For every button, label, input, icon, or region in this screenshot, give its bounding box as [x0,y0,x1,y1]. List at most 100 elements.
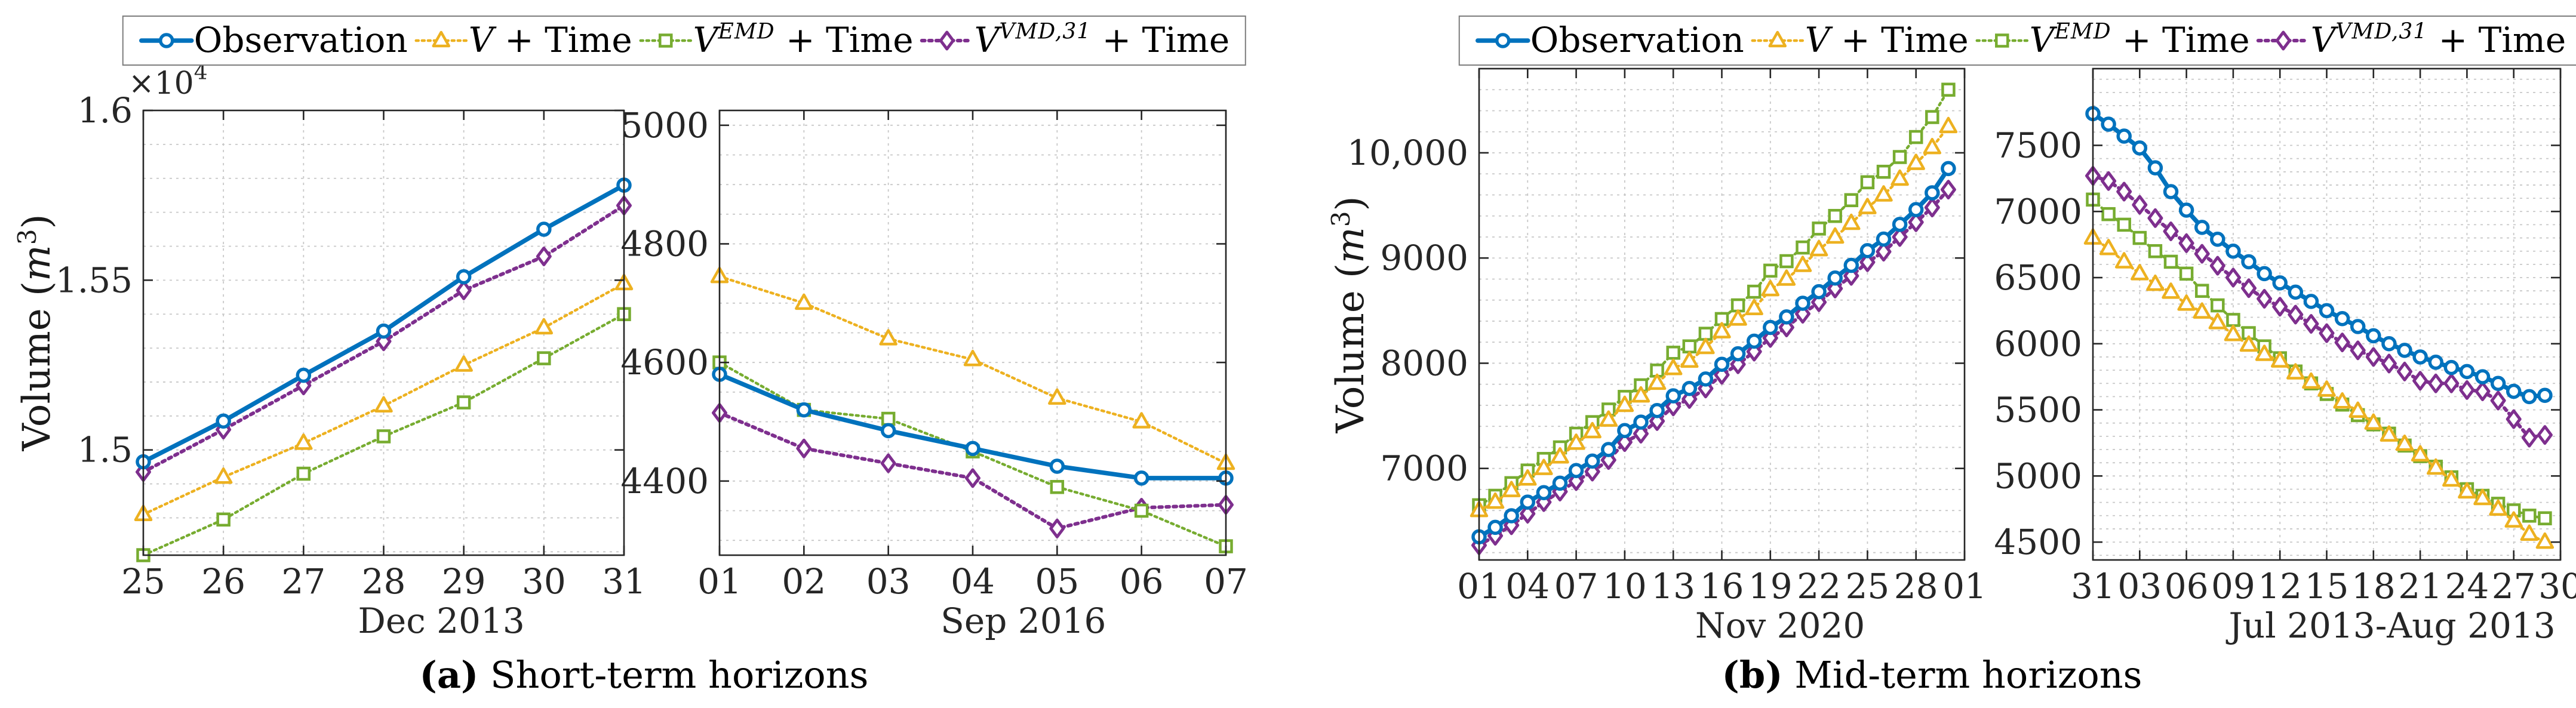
y-axis-label-a: Volume (m3) [12,214,59,451]
ylabel-var: m [15,245,59,281]
ylabel-sup: 3 [12,229,42,245]
svg-text:4500: 4500 [1994,522,2082,562]
caption-panel-a: (a) Short-term horizons [0,653,1288,697]
svg-text:16: 16 [1700,566,1744,607]
svg-text:29: 29 [442,561,486,602]
legend-label: VVMD,31 + Time [974,19,1230,60]
chart-a1: 25 26 27 28 29 30 31 1.5 1.55 1.6×104 Dec 2013 [56,60,646,641]
legend-item-v_time: V + Time [1750,21,1969,60]
legend-item-observation: Observation [139,21,408,60]
legend-item-v_vmd_time: VVMD,31 + Time [920,19,1230,60]
svg-text:15: 15 [2305,566,2349,607]
legend-panel-a: Observation V + Time VEMD + Time VVMD,31 + … [122,16,1247,66]
svg-text:12: 12 [2258,566,2302,607]
svg-text:07: 07 [1204,561,1248,602]
x-tick-labels: 31 03 06 09 12 15 18 21 24 27 30 [2071,566,2576,607]
svg-text:28: 28 [362,561,406,602]
svg-text:1.5: 1.5 [78,430,133,470]
svg-text:1.55: 1.55 [56,260,133,300]
x-tick-labels: 01 02 03 04 05 06 07 [697,561,1248,602]
caption-text: Short-term horizons [478,653,869,697]
series-v_time-line [718,275,1228,465]
ylabel-close: ) [15,214,59,229]
y-tick-labels: 1.5 1.55 1.6 [56,90,133,470]
svg-text:5500: 5500 [1994,390,2082,430]
svg-text:22: 22 [1797,566,1841,607]
triangle-marker-icon [1751,30,1804,48]
legend-label: Observation [1530,20,1744,60]
svg-text:8000: 8000 [1380,343,1468,383]
y-tick-labels: 7000 8000 9000 10,000 [1347,133,1468,489]
svg-text:5000: 5000 [1994,455,2082,496]
ylabel-close: ) [1329,196,1373,211]
svg-text:6500: 6500 [1994,257,2082,298]
legend-panel-b: Observation V + Time VEMD + Time VVMD,31 + … [1458,16,2576,66]
svg-text:9000: 9000 [1380,238,1468,278]
svg-text:6000: 6000 [1994,324,2082,364]
tick-marks [1478,69,1966,560]
svg-text:07: 07 [1554,566,1599,607]
legend-item-v_emd_time: VEMD + Time [638,21,914,60]
series-v_time-markers [1470,116,1958,518]
svg-text:10,000: 10,000 [1347,133,1468,173]
caption-text: Mid-term horizons [1782,653,2142,697]
y-tick-labels: 4500 5000 5500 6000 6500 7000 7500 [1994,125,2082,562]
series-v_emd_time-markers [2086,192,2552,525]
svg-text:01: 01 [1942,566,1987,607]
y-axis-label-b: Volume (m3) [1326,196,1373,433]
x-axis-label: Sep 2016 [940,601,1106,641]
caption-tag: (b) [1722,653,1783,697]
circle-marker-icon [139,33,194,48]
svg-text:01: 01 [1457,566,1501,607]
svg-text:09: 09 [2211,566,2255,607]
circle-marker-icon [1475,33,1530,48]
series-v_emd_time-line [1477,88,1950,507]
svg-text:03: 03 [866,561,911,602]
legend-item-observation: Observation [1475,21,1744,60]
tick-marks [2092,69,2562,560]
svg-text:01: 01 [697,561,742,602]
svg-text:4600: 4600 [620,342,709,383]
svg-text:30: 30 [522,561,566,602]
svg-text:5000: 5000 [620,105,709,146]
svg-text:26: 26 [201,561,245,602]
svg-text:27: 27 [281,561,325,602]
caption-tag: (a) [419,653,479,697]
legend-label: V + Time [1805,20,1969,60]
gridlines [720,110,1226,555]
y-axis-multiplier: ×104 [128,60,208,101]
svg-text:03: 03 [2117,566,2162,607]
svg-text:28: 28 [1894,566,1938,607]
chart-b1: 01 04 07 10 13 16 19 22 25 28 0170008000900010,000… [1347,67,1987,646]
svg-text:19: 19 [1748,566,1793,607]
svg-text:04: 04 [951,561,995,602]
series-observation-markers [2085,106,2553,405]
x-tick-labels: 01 04 07 10 13 16 19 22 25 28 01 [1457,566,1987,607]
svg-text:25: 25 [1845,566,1889,607]
legend-label: VVMD,31 + Time [2310,19,2566,60]
svg-text:25: 25 [121,561,165,602]
legend-item-v_emd_time: VEMD + Time [1975,21,2250,60]
diamond-marker-icon [2256,30,2310,51]
chart-a2: 01 02 03 04 05 06 07 4400 4600 4800 5000 Sep 2016 [620,105,1248,641]
svg-text:24: 24 [2445,566,2489,607]
tick-marks [142,109,625,555]
ylabel-sup: 3 [1326,211,1355,227]
x-axis-label: Jul 2013-Aug 2013 [2226,605,2556,646]
legend-label: VEMD + Time [693,19,914,60]
x-axis-label: Nov 2020 [1695,605,1865,646]
triangle-marker-icon [414,30,468,48]
gridlines [143,110,624,555]
series-v_time-markers [134,273,634,522]
caption-panel-b: (b) Mid-term horizons [1288,653,2576,697]
legend-item-v_vmd_time: VVMD,31 + Time [2256,21,2566,60]
ylabel-text: Volume ( [15,281,59,451]
svg-text:06: 06 [2165,566,2209,607]
ylabel-text: Volume ( [1329,263,1373,433]
svg-text:05: 05 [1035,561,1079,602]
ylabel-var: m [1329,227,1373,263]
svg-text:31: 31 [2071,566,2115,607]
x-tick-labels: 25 26 27 28 29 30 31 [121,561,646,602]
svg-text:1.6: 1.6 [78,90,133,131]
